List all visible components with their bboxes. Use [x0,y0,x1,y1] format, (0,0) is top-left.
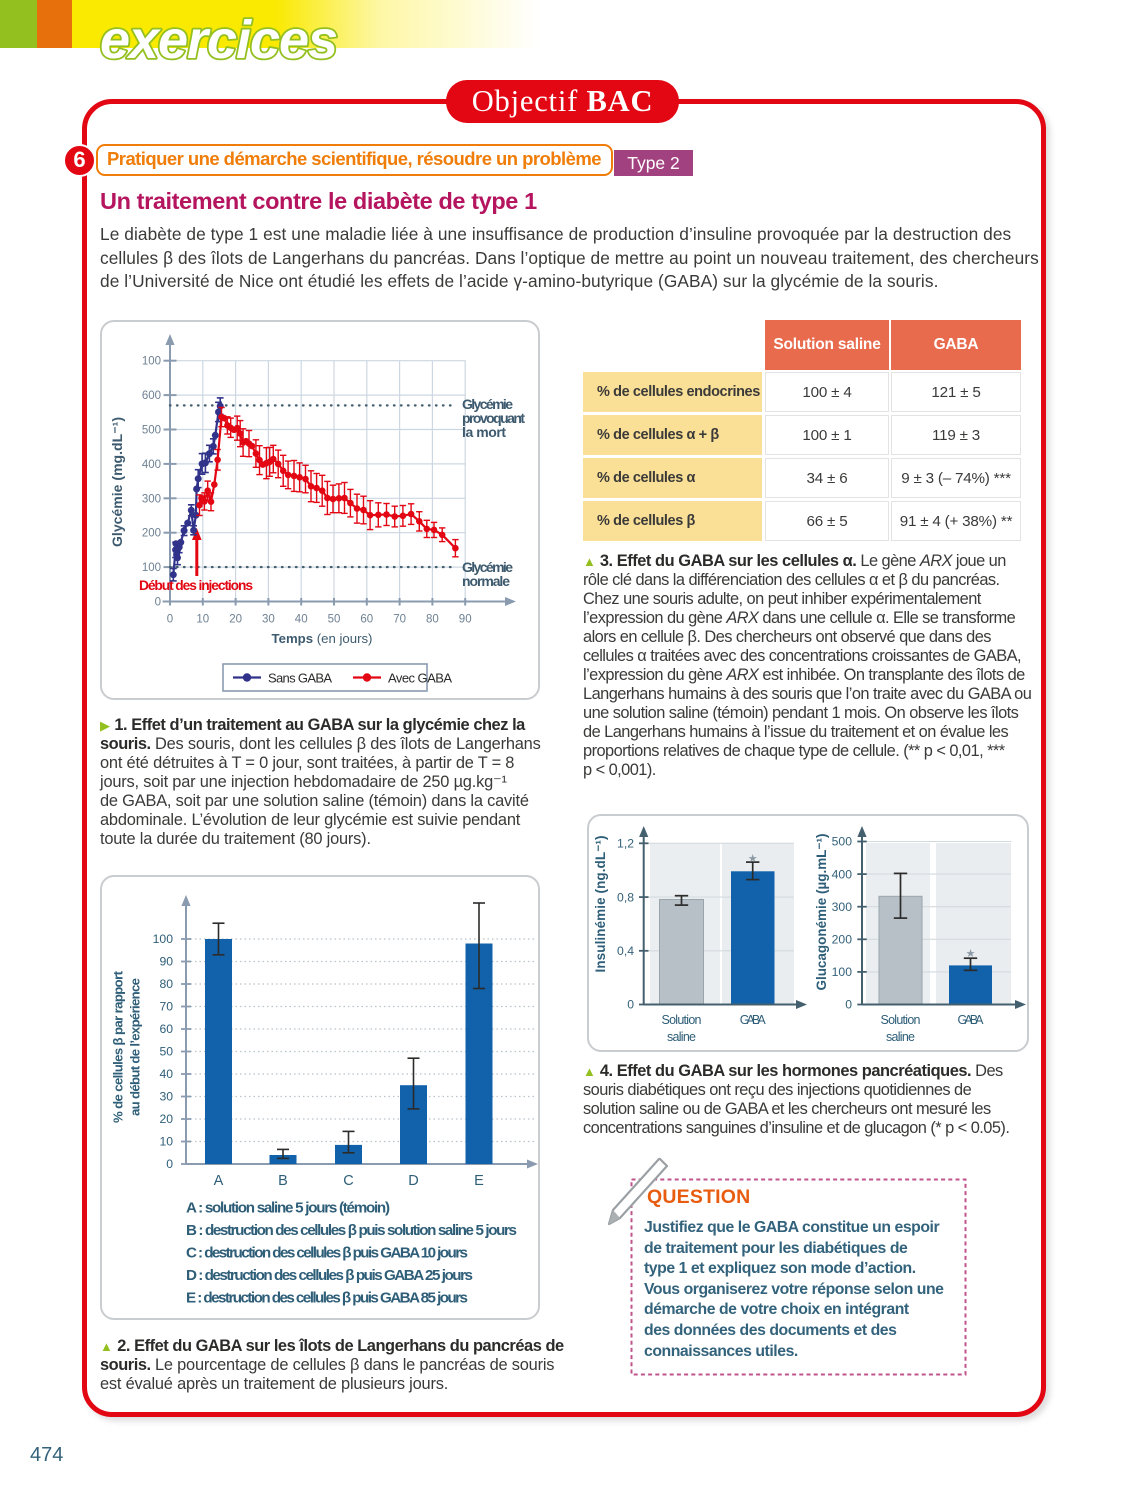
svg-text:C : destruction des cellules β: C : destruction des cellules β puis GABA… [186,1245,468,1262]
svg-text:Glycémie: Glycémie [462,396,513,412]
svg-text:60: 60 [360,614,373,626]
svg-text:B: B [278,1173,288,1189]
svg-text:500: 500 [832,835,853,849]
svg-text:Solution: Solution [881,1013,921,1027]
svg-text:0: 0 [166,1157,173,1171]
svg-text:70: 70 [159,1000,173,1014]
svg-text:Début des injections: Début des injections [139,578,253,593]
svg-text:40: 40 [295,614,308,626]
svg-text:10: 10 [196,614,209,626]
svg-text:30: 30 [262,614,275,626]
svg-text:60: 60 [159,1022,173,1036]
svg-text:% de cellules β par rapport: % de cellules β par rapport [111,970,126,1123]
svg-text:200: 200 [142,528,161,540]
svg-text:0: 0 [627,998,634,1012]
svg-text:0: 0 [845,998,852,1012]
svg-text:300: 300 [832,900,853,914]
svg-text:Temps (en jours): Temps (en jours) [272,631,373,646]
svg-text:Solution: Solution [662,1013,702,1027]
svg-text:★: ★ [748,853,758,865]
svg-text:400: 400 [832,867,853,881]
svg-text:1,2: 1,2 [617,837,634,851]
svg-text:40: 40 [159,1067,173,1081]
svg-text:100: 100 [142,356,161,368]
svg-text:GABA: GABA [958,1013,985,1027]
svg-text:100: 100 [142,562,161,574]
svg-text:90: 90 [159,955,173,969]
svg-text:saline: saline [667,1030,696,1044]
svg-text:200: 200 [832,933,853,947]
svg-text:A : solution saline 5 jours (t: A : solution saline 5 jours (témoin) [186,1200,390,1217]
svg-text:D: D [408,1173,418,1189]
svg-text:★: ★ [966,948,976,960]
svg-text:70: 70 [393,614,406,626]
svg-text:saline: saline [886,1030,915,1044]
svg-text:0: 0 [155,597,161,609]
svg-text:0,4: 0,4 [617,944,634,958]
svg-text:100: 100 [153,932,174,946]
svg-text:80: 80 [426,614,439,626]
svg-text:30: 30 [159,1090,173,1104]
svg-text:10: 10 [159,1135,173,1149]
svg-text:50: 50 [328,614,341,626]
svg-text:300: 300 [142,493,161,505]
svg-text:Avec GABA: Avec GABA [388,671,452,686]
svg-text:A: A [214,1173,224,1189]
svg-text:Sans GABA: Sans GABA [268,671,332,686]
svg-text:500: 500 [142,425,161,437]
svg-text:normale: normale [462,573,510,589]
svg-text:80: 80 [159,977,173,991]
svg-text:D : destruction des cellules β: D : destruction des cellules β puis GABA… [186,1267,473,1284]
svg-text:exercices: exercices [100,10,338,70]
svg-text:0,8: 0,8 [617,890,634,904]
svg-text:Insulinémie (ng.dL⁻¹): Insulinémie (ng.dL⁻¹) [593,836,608,973]
svg-text:E: E [474,1173,484,1189]
svg-text:GABA: GABA [740,1013,767,1027]
svg-text:600: 600 [142,390,161,402]
svg-text:400: 400 [142,459,161,471]
svg-text:100: 100 [832,965,853,979]
svg-text:Glycémie (mg.dL⁻¹): Glycémie (mg.dL⁻¹) [109,417,125,547]
svg-text:50: 50 [159,1045,173,1059]
svg-text:90: 90 [459,614,472,626]
svg-text:20: 20 [229,614,242,626]
svg-text:E : destruction des cellules β: E : destruction des cellules β puis GABA… [186,1290,468,1307]
svg-text:la mort: la mort [462,424,506,440]
svg-text:C: C [343,1173,353,1189]
svg-text:provoquant: provoquant [462,410,525,426]
svg-text:Glycémie: Glycémie [462,559,513,575]
svg-text:0: 0 [167,614,173,626]
svg-text:20: 20 [159,1112,173,1126]
svg-text:Glucagonémie (µg.mL⁻¹): Glucagonémie (µg.mL⁻¹) [814,834,829,991]
svg-text:au début de l’expérience: au début de l’expérience [128,978,143,1116]
svg-text:B : destruction des cellules β: B : destruction des cellules β puis solu… [186,1222,517,1239]
